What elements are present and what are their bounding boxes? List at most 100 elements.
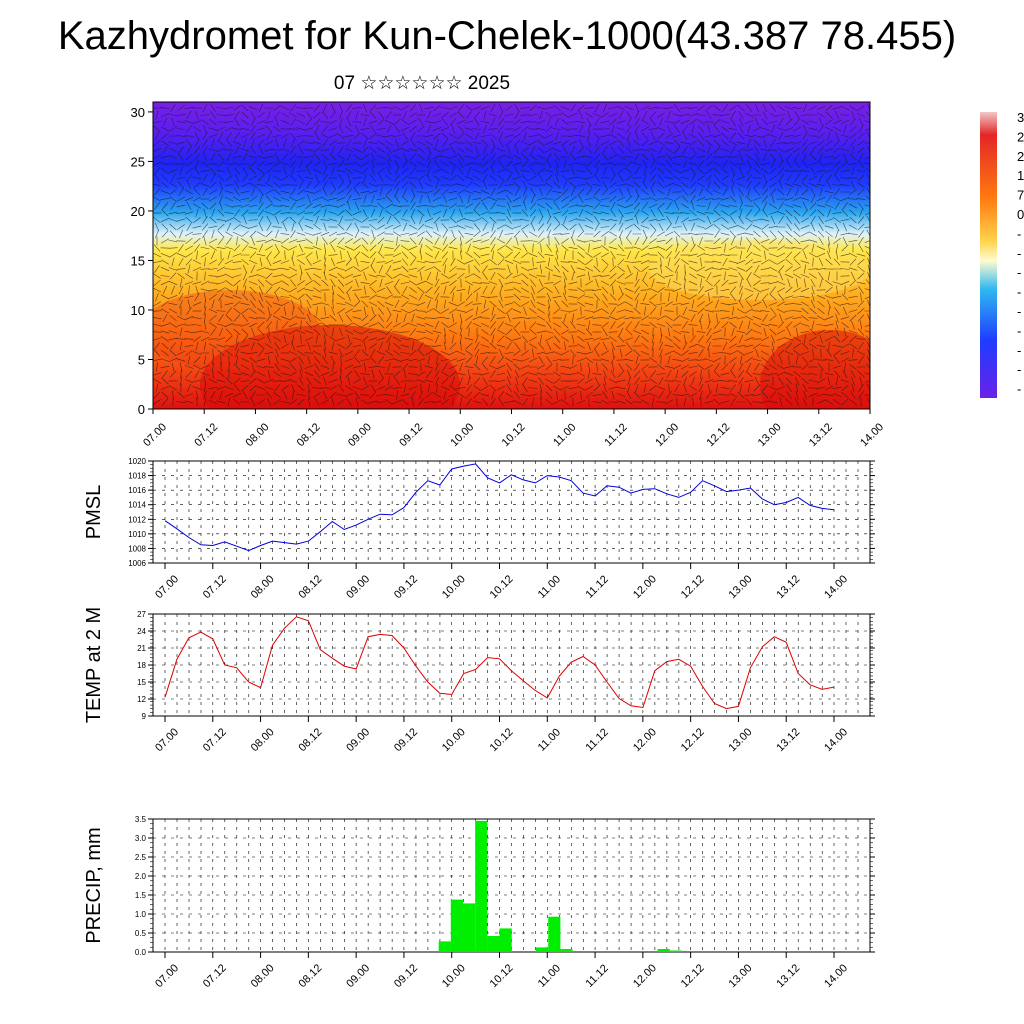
ytick-label: 1016 <box>128 486 146 495</box>
heatmap-ytick-label: 30 <box>131 105 145 120</box>
precip-bar <box>438 941 451 952</box>
cross-section-panel: 0 5 10 15 20 25 30 07.00 07.12 08.00 08.12 09.00 09.… <box>131 101 886 449</box>
colorbar-label: - <box>1017 382 1021 397</box>
heatmap-xtick-label: 12.12 <box>705 421 733 449</box>
xtick-label: 12.00 <box>631 962 659 990</box>
temp-series-line <box>164 616 835 710</box>
colorbar-label: - <box>1017 343 1021 358</box>
ytick-label: 3.0 <box>135 834 147 843</box>
xtick-label: 07.12 <box>201 573 229 601</box>
heatmap-xtick-label: 08.12 <box>295 421 323 449</box>
heatmap-xtick-label: 14.00 <box>858 421 886 449</box>
xtick-label: 07.00 <box>153 726 181 754</box>
heatmap-xtick-label: 11.00 <box>551 421 578 448</box>
pmsl-series-line <box>164 463 835 552</box>
colorbar-label: - <box>1017 226 1021 241</box>
xtick-label: 09.12 <box>392 573 420 601</box>
ytick-label: 2.5 <box>135 853 147 862</box>
xtick-label: 07.12 <box>201 962 229 990</box>
xtick-label: 11.00 <box>536 726 563 753</box>
precip-bar <box>475 820 488 952</box>
xtick-label: 14.00 <box>822 726 850 754</box>
xtick-label: 12.12 <box>679 726 707 754</box>
xtick-label: 13.00 <box>727 573 755 601</box>
xtick-label: 12.12 <box>679 573 707 601</box>
ytick-label: 1014 <box>128 501 146 510</box>
ytick-label: 1.5 <box>135 891 147 900</box>
precip-bar <box>463 903 476 952</box>
heatmap-ytick-label: 25 <box>131 154 145 169</box>
y-axis-label: PRECIP, mm <box>83 827 105 943</box>
xtick-label: 13.00 <box>727 726 755 754</box>
heatmap-xtick-label: 07.12 <box>192 421 220 449</box>
xtick-label: 08.00 <box>249 962 277 990</box>
xtick-label: 09.12 <box>392 726 420 754</box>
colorbar-label: - <box>1017 362 1021 377</box>
chart-subtitle: 07 ☆☆☆☆☆☆ 2025 <box>333 73 511 94</box>
xtick-label: 09.00 <box>344 573 372 601</box>
xtick-label: 10.00 <box>440 962 468 990</box>
xtick-label: 07.12 <box>201 726 229 754</box>
xtick-label: 13.12 <box>774 573 802 601</box>
colorbar-label: - <box>1017 265 1021 280</box>
colorbar-bar <box>980 112 997 398</box>
xtick-label: 11.12 <box>584 726 611 753</box>
heatmap-xtick-label: 08.00 <box>244 421 272 449</box>
xtick-label: 11.12 <box>584 962 611 989</box>
xtick-label: 12.00 <box>631 573 659 601</box>
heatmap-ytick-label: 15 <box>131 253 145 268</box>
ytick-label: 15 <box>137 678 146 687</box>
ytick-label: 1012 <box>128 515 146 524</box>
xtick-label: 14.00 <box>822 962 850 990</box>
xtick-label: 10.00 <box>440 573 468 601</box>
ytick-label: 24 <box>137 627 146 636</box>
xtick-label: 08.00 <box>249 573 277 601</box>
heatmap-blob-2 <box>650 240 870 300</box>
heatmap-ytick-label: 20 <box>131 204 145 219</box>
temp-panel: 9 12 15 18 21 24 27 07.00 07.12 08.00 08.12 09.00 09… <box>83 607 875 754</box>
colorbar-label: 3 <box>1017 110 1024 125</box>
ytick-label: 1.0 <box>135 910 147 919</box>
heatmap-blob-3 <box>153 290 320 370</box>
colorbar-label: 2 <box>1017 129 1024 144</box>
heatmap-xtick-label: 13.12 <box>807 421 835 449</box>
precip-panel: 0.0 0.5 1.0 1.5 2.0 2.5 3.0 3.5 07.00 07.12 08.00 0… <box>83 815 875 990</box>
ytick-label: 3.5 <box>135 815 147 824</box>
colorbar-label: 1 <box>1017 168 1024 183</box>
xtick-label: 13.00 <box>727 962 755 990</box>
heatmap-xtick-label: 10.00 <box>448 421 476 449</box>
heatmap-ytick-label: 10 <box>131 303 145 318</box>
heatmap-ytick-label: 0 <box>138 402 145 417</box>
wind-barb-lines <box>153 103 870 407</box>
precip-bar <box>560 949 573 952</box>
xtick-label: 08.00 <box>249 726 277 754</box>
heatmap-xtick-label: 12.00 <box>653 421 681 449</box>
xtick-label: 10.12 <box>488 573 516 601</box>
heatmap-xtick-label: 09.12 <box>397 421 425 449</box>
xtick-label: 09.00 <box>344 962 372 990</box>
ytick-label: 18 <box>137 661 146 670</box>
xtick-label: 13.12 <box>774 726 802 754</box>
precip-bar <box>657 949 670 952</box>
heatmap-xtick-label: 10.12 <box>500 421 528 449</box>
xtick-label: 13.12 <box>774 962 802 990</box>
heatmap-ytick-label: 5 <box>138 352 145 367</box>
xtick-label: 11.12 <box>584 573 611 600</box>
heatmap-blob-1 <box>760 330 870 409</box>
colorbar-label: 0 <box>1017 207 1024 222</box>
colorbar-label: - <box>1017 323 1021 338</box>
ytick-label: 21 <box>137 644 146 653</box>
heatmap-xtick-label: 09.00 <box>346 421 374 449</box>
heatmap-xtick-label: 11.12 <box>602 421 629 448</box>
xtick-label: 10.12 <box>488 726 516 754</box>
xtick-label: 12.12 <box>679 962 707 990</box>
colorbar-label: - <box>1017 246 1021 261</box>
xtick-label: 12.00 <box>631 726 659 754</box>
y-axis-label: TEMP at 2 M <box>83 607 105 723</box>
ytick-label: 0.5 <box>135 929 147 938</box>
chart-title: Kazhydromet for Kun-Chelek-1000(43.387 7… <box>57 14 957 58</box>
xtick-label: 09.12 <box>392 962 420 990</box>
heatmap-xtick-label: 07.00 <box>141 421 169 449</box>
heatmap-xtick-label: 13.00 <box>756 421 784 449</box>
